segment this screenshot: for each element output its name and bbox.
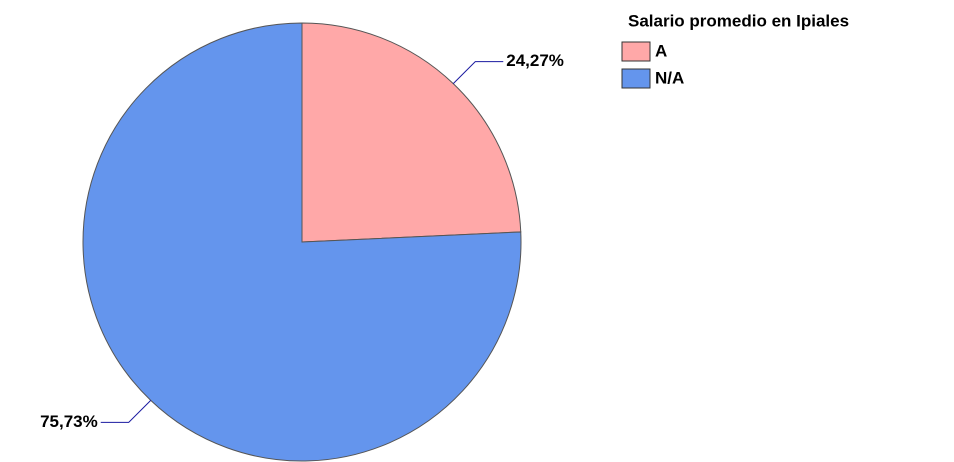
legend-swatch: [621, 41, 651, 62]
legend-title: Salario promedio en Ipiales: [628, 11, 849, 30]
data-label: 24,27%: [506, 51, 564, 70]
leader-line: [100, 400, 152, 423]
pie-slice: [82, 22, 522, 462]
legend-swatch: [621, 68, 651, 89]
legend-label: N/A: [655, 68, 684, 87]
data-label: 75,73%: [40, 412, 98, 431]
legend-label: A: [655, 41, 667, 60]
pie-slice: [301, 22, 522, 243]
leader-line: [452, 61, 504, 84]
